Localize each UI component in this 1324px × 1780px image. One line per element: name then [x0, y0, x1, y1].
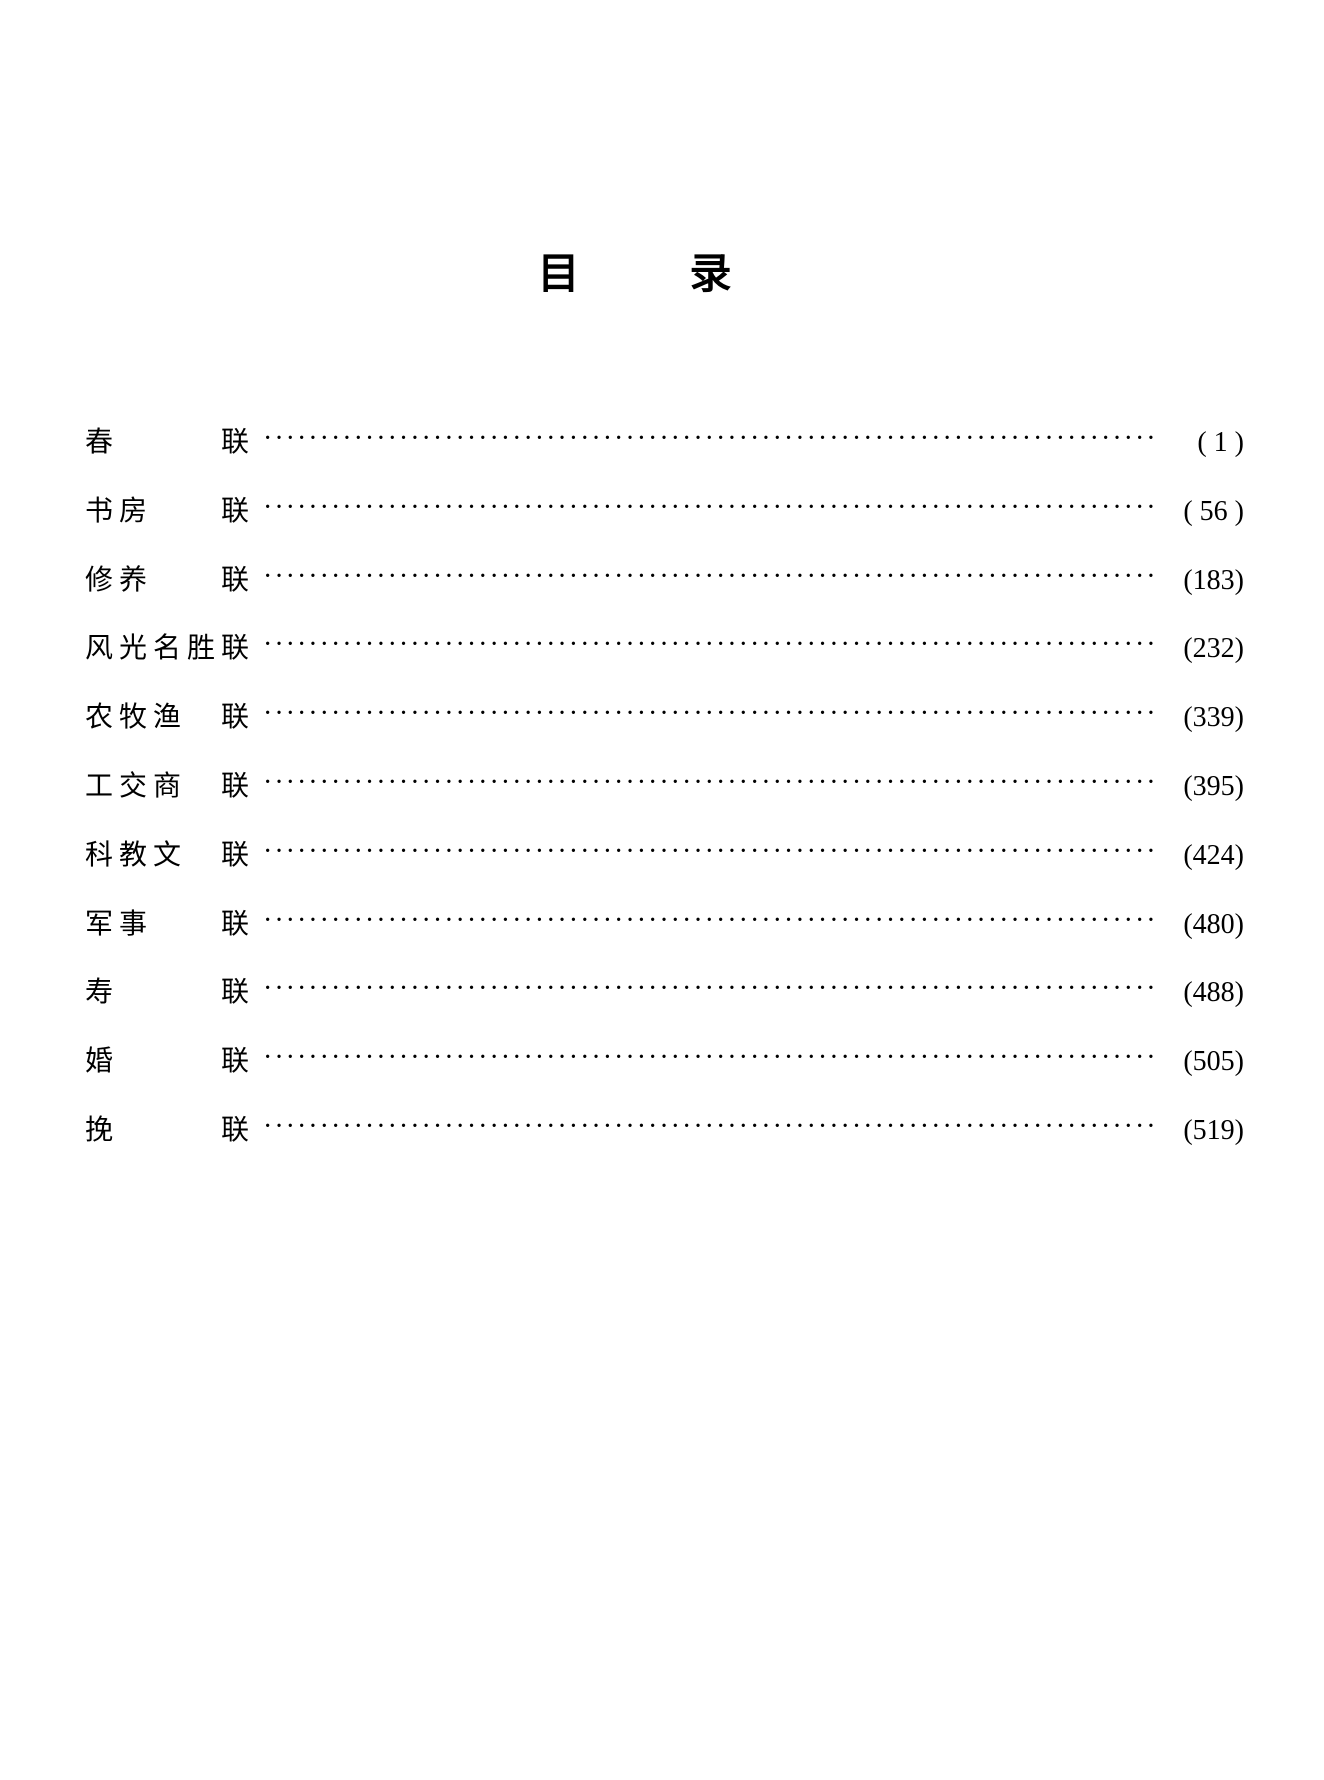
toc-entry-page: (232) [1154, 627, 1244, 672]
toc-entry-label: 挽 联 [85, 1109, 255, 1154]
toc-row: 书房 联····································… [85, 490, 1244, 535]
toc-row: 婚 联·····································… [85, 1040, 1244, 1085]
toc-row: 春 联·····································… [85, 421, 1244, 466]
toc-title: 目录 [135, 240, 1244, 301]
toc-leader-dots: ········································… [255, 1105, 1154, 1150]
toc-entry-page: (480) [1154, 903, 1244, 948]
toc-leader-dots: ········································… [255, 967, 1154, 1012]
toc-entry-page: (505) [1154, 1040, 1244, 1085]
toc-entry-page: (395) [1154, 765, 1244, 810]
toc-row: 农牧渔 联···································… [85, 696, 1244, 741]
toc-entry-label: 婚 联 [85, 1040, 255, 1085]
toc-row: 修养 联····································… [85, 559, 1244, 604]
toc-row: 军事 联····································… [85, 903, 1244, 948]
toc-leader-dots: ········································… [255, 417, 1154, 462]
toc-entry-label: 科教文 联 [85, 834, 255, 879]
toc-entry-label: 春 联 [85, 421, 255, 466]
toc-row: 寿 联·····································… [85, 971, 1244, 1016]
toc-row: 挽 联·····································… [85, 1109, 1244, 1154]
toc-entry-label: 寿 联 [85, 971, 255, 1016]
toc-entry-page: ( 56 ) [1154, 490, 1244, 535]
toc-row: 风光名胜联···································… [85, 627, 1244, 672]
toc-row: 工交商 联···································… [85, 765, 1244, 810]
toc-leader-dots: ········································… [255, 899, 1154, 944]
toc-entry-label: 农牧渔 联 [85, 696, 255, 741]
toc-entry-page: ( 1 ) [1154, 421, 1244, 466]
page-container: 目录 春 联··································… [0, 0, 1324, 1154]
toc-entry-page: (424) [1154, 834, 1244, 879]
toc-entry-page: (519) [1154, 1109, 1244, 1154]
toc-leader-dots: ········································… [255, 555, 1154, 600]
toc-leader-dots: ········································… [255, 486, 1154, 531]
toc-entry-page: (183) [1154, 559, 1244, 604]
toc-list: 春 联·····································… [85, 421, 1244, 1154]
toc-entry-label: 军事 联 [85, 903, 255, 948]
toc-entry-label: 工交商 联 [85, 765, 255, 810]
toc-leader-dots: ········································… [255, 830, 1154, 875]
toc-entry-page: (339) [1154, 696, 1244, 741]
toc-leader-dots: ········································… [255, 761, 1154, 806]
toc-leader-dots: ········································… [255, 1036, 1154, 1081]
toc-entry-label: 书房 联 [85, 490, 255, 535]
toc-leader-dots: ········································… [255, 692, 1154, 737]
toc-entry-page: (488) [1154, 971, 1244, 1016]
toc-row: 科教文 联···································… [85, 834, 1244, 879]
toc-entry-label: 风光名胜联 [85, 627, 255, 672]
toc-leader-dots: ········································… [255, 623, 1154, 668]
toc-entry-label: 修养 联 [85, 559, 255, 604]
